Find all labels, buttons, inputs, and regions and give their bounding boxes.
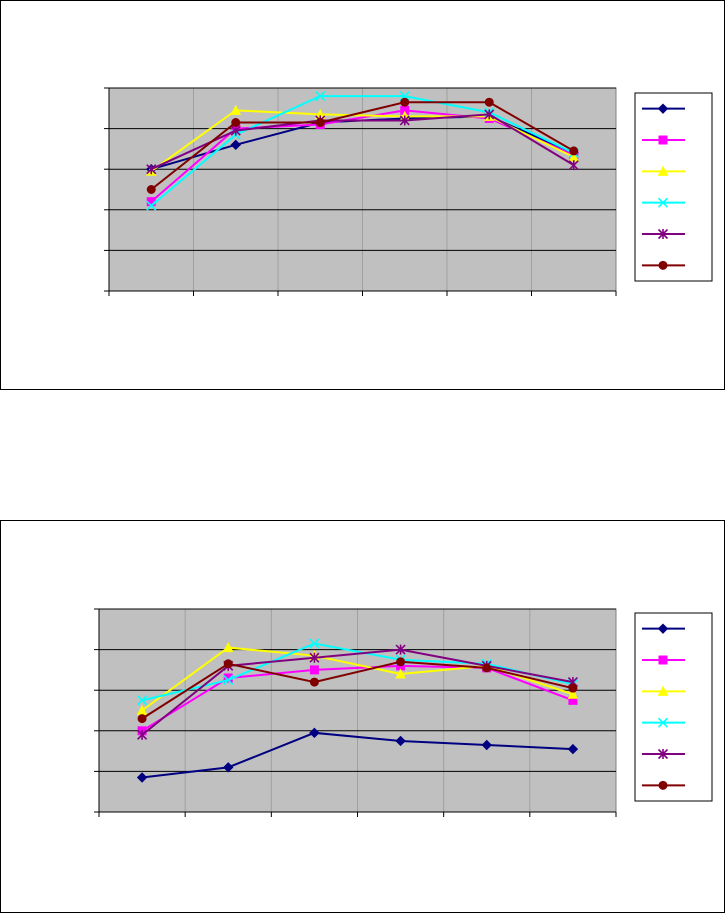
data-point bbox=[230, 125, 241, 136]
series-6 bbox=[146, 97, 579, 194]
data-point bbox=[146, 185, 156, 194]
series-line bbox=[141, 648, 574, 736]
legend-entry-1 bbox=[642, 623, 685, 634]
series-line bbox=[150, 109, 575, 203]
series-line bbox=[141, 664, 574, 732]
data-point bbox=[146, 164, 157, 175]
legend-entry-4 bbox=[642, 197, 685, 208]
legend-entry-3 bbox=[642, 165, 685, 176]
data-point bbox=[137, 714, 147, 724]
data-point bbox=[309, 677, 319, 687]
legend-entry-1 bbox=[642, 103, 685, 114]
data-point bbox=[223, 762, 234, 773]
data-point bbox=[395, 668, 406, 679]
legend-marker bbox=[657, 165, 669, 176]
legend-marker bbox=[658, 780, 668, 790]
legend-entry-5 bbox=[642, 748, 685, 760]
data-point bbox=[484, 109, 495, 120]
data-point bbox=[309, 665, 319, 675]
series-line bbox=[141, 731, 573, 779]
data-point bbox=[482, 663, 492, 673]
legend-entry-2 bbox=[642, 135, 685, 145]
legend-marker bbox=[658, 655, 668, 665]
legend-entry-6 bbox=[642, 260, 685, 270]
legend-box bbox=[634, 92, 713, 282]
series-6 bbox=[137, 657, 578, 724]
data-point bbox=[315, 118, 325, 128]
data-point bbox=[231, 118, 241, 128]
data-point bbox=[223, 659, 233, 669]
data-point bbox=[309, 727, 320, 739]
legend-entry-6 bbox=[642, 780, 685, 790]
marker-stroke bbox=[223, 674, 234, 686]
data-point bbox=[400, 97, 410, 107]
marker-stroke bbox=[146, 200, 157, 211]
legend bbox=[634, 92, 713, 282]
legend-marker bbox=[658, 260, 668, 270]
legend-entry-3 bbox=[642, 685, 685, 696]
data-point bbox=[146, 200, 157, 211]
data-point bbox=[230, 139, 241, 151]
legend-marker bbox=[657, 685, 669, 696]
data-point bbox=[315, 91, 326, 102]
series-line bbox=[141, 642, 574, 702]
legend-entry-5 bbox=[642, 228, 685, 240]
data-point bbox=[230, 104, 242, 115]
data-point bbox=[396, 657, 406, 667]
data-point bbox=[399, 115, 410, 126]
data-point bbox=[137, 729, 148, 740]
marker-stroke bbox=[137, 695, 148, 706]
chart-1 bbox=[104, 87, 713, 296]
data-point bbox=[223, 674, 234, 686]
data-point bbox=[569, 146, 579, 156]
legend bbox=[634, 612, 713, 802]
legend-entry-4 bbox=[642, 717, 685, 728]
data-point bbox=[222, 642, 234, 653]
data-point bbox=[395, 644, 406, 655]
data-point bbox=[567, 688, 579, 699]
chart-2 bbox=[94, 608, 713, 817]
legend-marker bbox=[657, 103, 669, 114]
legend-marker bbox=[657, 748, 669, 760]
data-point bbox=[481, 739, 492, 751]
legend-marker bbox=[657, 228, 669, 240]
data-point bbox=[568, 683, 578, 693]
marker-stroke bbox=[315, 91, 326, 102]
legend-entry-2 bbox=[642, 655, 685, 665]
legend-marker bbox=[657, 197, 669, 208]
data-point bbox=[309, 638, 320, 649]
marker-stroke bbox=[309, 638, 320, 649]
series-line bbox=[150, 101, 575, 191]
data-point bbox=[567, 743, 579, 755]
legend-marker bbox=[657, 717, 669, 728]
series-1 bbox=[136, 727, 579, 783]
series-line bbox=[141, 660, 574, 720]
marker-stroke bbox=[657, 717, 669, 728]
data-point bbox=[395, 735, 406, 747]
data-point bbox=[568, 160, 579, 171]
data-point bbox=[309, 652, 320, 663]
series-line bbox=[150, 113, 575, 171]
legend-box bbox=[634, 612, 713, 802]
legend-marker bbox=[657, 623, 669, 634]
marker-stroke bbox=[657, 197, 669, 208]
data-point bbox=[136, 772, 148, 783]
data-point bbox=[484, 97, 494, 107]
legend-marker bbox=[658, 135, 668, 145]
data-point bbox=[137, 695, 148, 706]
series-line bbox=[150, 95, 575, 207]
